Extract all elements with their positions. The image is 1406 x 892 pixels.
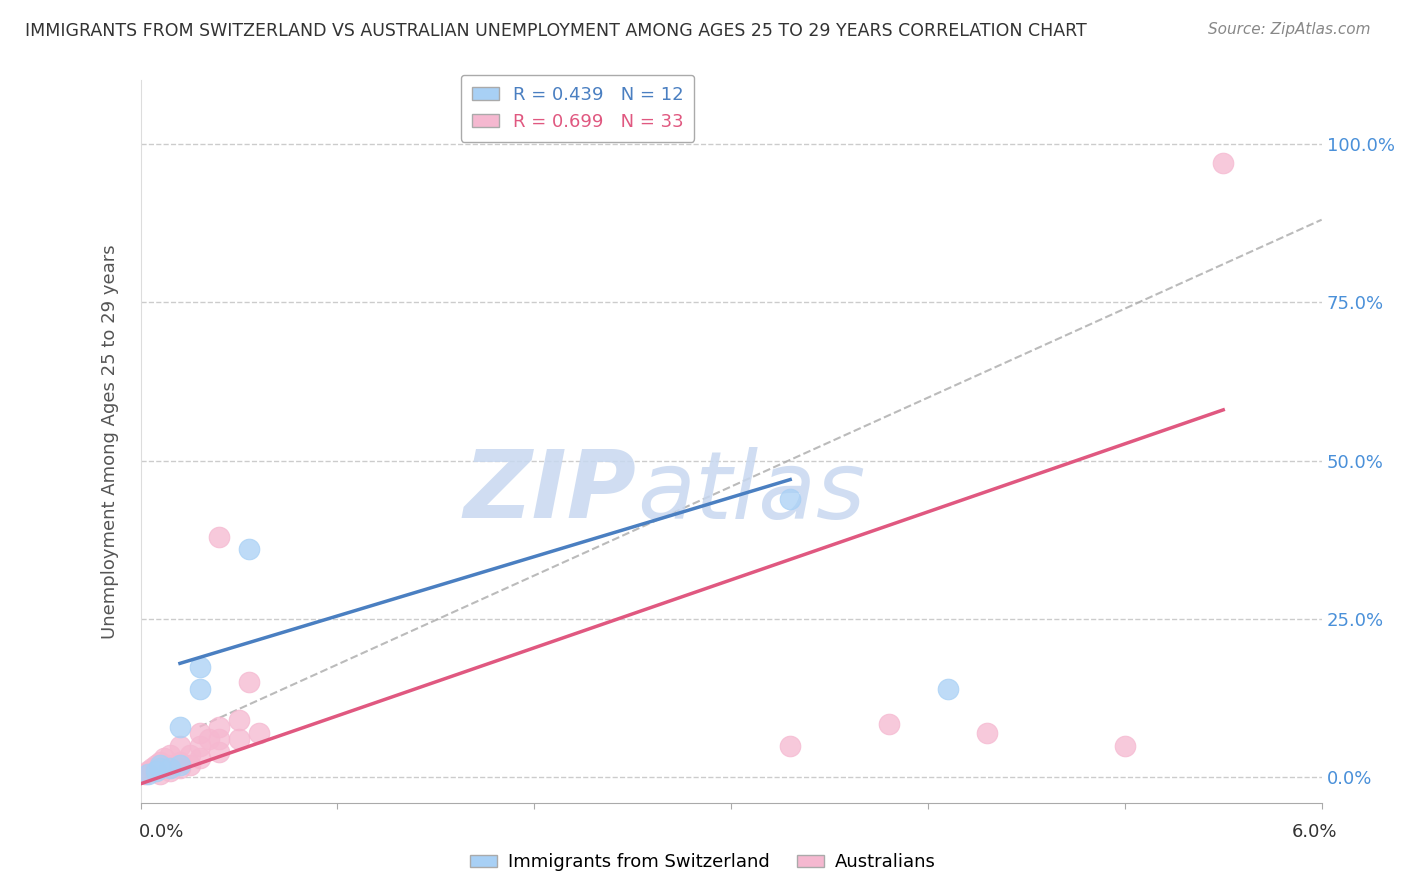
Point [188,726,211,740]
Point [159,757,181,772]
Text: ZIP: ZIP [464,446,637,538]
Point [145,757,167,772]
Point [238,675,260,690]
Point [149,757,172,772]
Point [976,726,998,740]
Point [141,761,163,775]
Point [179,748,201,763]
Point [149,767,172,781]
Point [208,732,231,747]
Text: IMMIGRANTS FROM SWITZERLAND VS AUSTRALIAN UNEMPLOYMENT AMONG AGES 25 TO 29 YEARS: IMMIGRANTS FROM SWITZERLAND VS AUSTRALIA… [25,22,1087,40]
Point [877,716,900,731]
Point [1212,155,1234,169]
Point [159,748,181,763]
Point [936,681,959,696]
Point [188,739,211,753]
Text: 6.0%: 6.0% [1292,822,1337,840]
Point [188,751,211,765]
Text: atlas: atlas [637,447,865,538]
Legend: R = 0.439   N = 12, R = 0.699   N = 33: R = 0.439 N = 12, R = 0.699 N = 33 [461,75,695,142]
Point [153,751,176,765]
Point [779,491,801,506]
Point [208,530,231,544]
Point [169,720,191,734]
Point [169,739,191,753]
Point [149,755,172,769]
Point [149,761,172,775]
Point [1114,739,1136,753]
Point [159,761,181,775]
Legend: Immigrants from Switzerland, Australians: Immigrants from Switzerland, Australians [463,847,943,879]
Point [198,732,221,747]
Point [208,745,231,759]
Point [138,764,160,778]
Point [188,659,211,673]
Point [138,767,160,781]
Point [238,542,260,557]
Point [228,714,250,728]
Point [169,757,191,772]
Point [228,732,250,747]
Point [145,764,167,778]
Point [169,755,191,769]
Point [159,764,181,778]
Text: Source: ZipAtlas.com: Source: ZipAtlas.com [1208,22,1371,37]
Point [247,726,270,740]
Point [208,720,231,734]
Point [779,739,801,753]
Point [179,757,201,772]
Point [188,681,211,696]
Point [134,767,156,781]
Text: 0.0%: 0.0% [139,822,184,840]
Y-axis label: Unemployment Among Ages 25 to 29 years: Unemployment Among Ages 25 to 29 years [101,244,120,639]
Point [169,761,191,775]
Point [149,761,172,775]
